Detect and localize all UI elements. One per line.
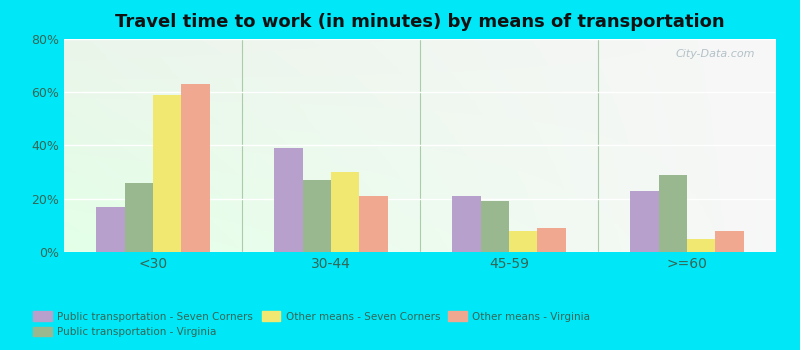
Bar <box>331 172 359 252</box>
Bar <box>153 94 182 252</box>
Bar <box>182 84 210 252</box>
Bar <box>509 231 538 252</box>
Bar <box>302 180 331 252</box>
Bar <box>125 183 153 252</box>
Bar <box>274 148 302 252</box>
Title: Travel time to work (in minutes) by means of transportation: Travel time to work (in minutes) by mean… <box>115 13 725 32</box>
Bar <box>96 206 125 252</box>
Bar <box>630 191 658 252</box>
Legend: Public transportation - Seven Corners, Public transportation - Virginia, Other m: Public transportation - Seven Corners, P… <box>30 307 594 341</box>
Bar <box>687 239 715 252</box>
Bar <box>452 196 481 252</box>
Bar <box>538 228 566 252</box>
Bar <box>359 196 388 252</box>
Bar <box>715 231 744 252</box>
Text: City-Data.com: City-Data.com <box>675 49 754 59</box>
Bar <box>481 201 509 252</box>
Bar <box>658 175 687 252</box>
